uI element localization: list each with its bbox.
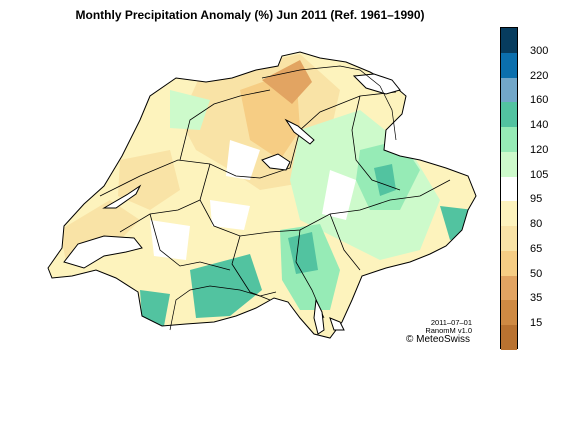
legend-tick-label: 65	[530, 242, 543, 255]
legend-band	[501, 151, 517, 177]
legend-tick-label: 300	[530, 44, 549, 57]
legend-tick-label: 95	[530, 193, 543, 206]
legend-band	[501, 176, 517, 202]
legend-band	[501, 300, 517, 326]
lake-zurich	[284, 118, 315, 145]
lake-geneva	[63, 235, 143, 269]
credit-label: © MeteoSwiss	[406, 334, 471, 345]
legend-tick-label: 120	[530, 143, 549, 156]
field-normal-4	[322, 170, 356, 220]
legend-tick-label: 105	[530, 168, 549, 181]
legend-tick-label: 15	[530, 317, 543, 330]
legend-tick-label: 160	[530, 94, 549, 107]
legend-band	[501, 28, 517, 53]
legend-band	[501, 52, 517, 78]
lake-lucerne	[261, 153, 291, 171]
color-legend	[500, 27, 518, 351]
legend-tick-label: 50	[530, 267, 543, 280]
legend-band	[501, 102, 517, 128]
field-wet-valais	[190, 254, 262, 318]
legend-tick-label: 220	[530, 69, 549, 82]
field-wet-grisons-core	[374, 164, 396, 196]
legend-band	[501, 250, 517, 276]
legend-band	[501, 127, 517, 153]
rivers	[169, 65, 397, 331]
legend-tick-label: 35	[530, 292, 543, 305]
region-borders	[99, 89, 451, 319]
country-border	[47, 51, 477, 339]
legend-band	[501, 201, 517, 227]
map-title: Monthly Precipitation Anomaly (%) Jun 20…	[75, 8, 425, 22]
precipitation-anomaly-map	[47, 51, 477, 339]
date-stamp: 2011–07–01	[430, 318, 472, 327]
boundaries	[47, 51, 477, 339]
field-wet-north	[170, 90, 210, 130]
field-normal-3	[210, 200, 250, 230]
legend-tick-label: 140	[530, 119, 549, 132]
legend-band	[501, 325, 517, 351]
lake-maggiore	[313, 298, 325, 335]
legend-band	[501, 226, 517, 252]
legend-band	[501, 275, 517, 301]
field-wet-ticino-core	[288, 232, 318, 274]
field-normal-2	[150, 220, 190, 260]
legend-tick-label: 80	[530, 218, 543, 231]
field-wet-valais-west	[140, 290, 170, 326]
version-stamp: RanomM v1.0	[425, 326, 472, 335]
lake-lugano	[329, 317, 345, 331]
field-dry-peak	[262, 60, 312, 104]
lake-neuchatel	[102, 184, 142, 209]
field-normal-1	[226, 140, 260, 180]
legend-band	[501, 77, 517, 103]
